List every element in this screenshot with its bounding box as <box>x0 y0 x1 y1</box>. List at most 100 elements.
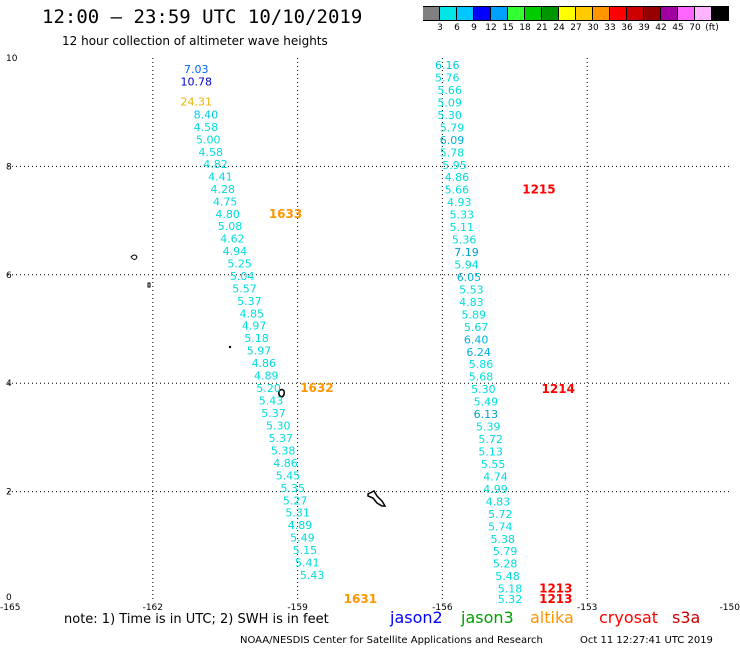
swh-data-label: 5.95 <box>442 159 467 172</box>
swh-data-label: 4.82 <box>203 158 228 171</box>
swh-data-label: 4.86 <box>273 457 298 470</box>
color-scale-label: 21 <box>536 23 548 33</box>
swh-data-label: 5.37 <box>261 407 286 420</box>
swh-data-label: 5.55 <box>481 458 506 471</box>
swh-data-label: 5.43 <box>259 395 284 408</box>
swh-data-label: 5.89 <box>462 308 487 321</box>
swh-data-label: 5.15 <box>293 544 318 557</box>
color-scale-swatch <box>593 6 610 21</box>
color-scale-swatch <box>440 6 457 21</box>
swh-data-label: 5.37 <box>237 295 262 308</box>
color-scale-label: 24 <box>553 23 565 33</box>
swh-data-label: 5.25 <box>227 257 252 270</box>
swh-data-label: 5.48 <box>495 570 520 583</box>
swh-data-label: 5.53 <box>459 283 484 296</box>
island-outline <box>278 388 285 398</box>
swh-data-label: 5.38 <box>271 444 296 457</box>
swh-data-label: 5.49 <box>474 396 499 409</box>
color-scale-swatch <box>491 6 508 21</box>
x-tick-label: -162 <box>143 603 163 613</box>
color-scale-swatch <box>457 6 474 21</box>
swh-data-label: 5.66 <box>437 84 462 97</box>
y-tick-label: 4 <box>6 379 12 389</box>
swh-data-label: 5.18 <box>244 332 269 345</box>
color-scale-label: 42 <box>655 23 667 33</box>
color-scale-label: 18 <box>519 23 531 33</box>
color-scale-swatch <box>423 6 440 21</box>
swh-data-label: 5.68 <box>469 371 494 384</box>
color-scale-label: 6 <box>454 23 460 33</box>
swh-data-label: 4.93 <box>447 196 472 209</box>
swh-data-label: 4.89 <box>254 370 279 383</box>
color-scale-swatch <box>695 6 712 21</box>
swh-data-label: 6.16 <box>435 59 460 72</box>
swh-data-label: 5.76 <box>435 72 460 85</box>
swh-data-label: 7.19 <box>454 246 479 259</box>
swh-data-label: 5.74 <box>488 520 513 533</box>
swh-data-label: 5.43 <box>300 569 325 582</box>
swh-data-label: 4.86 <box>252 357 277 370</box>
footer-note: note: 1) Time is in UTC; 2) SWH is in fe… <box>64 612 329 627</box>
swh-data-label: 4.97 <box>242 320 267 333</box>
swh-data-label: 5.38 <box>490 533 515 546</box>
chart-title: 12:00 – 23:59 UTC 10/10/2019 <box>42 6 363 28</box>
color-scale-swatch <box>542 6 559 21</box>
color-scale-label: 33 <box>604 23 616 33</box>
swh-data-label: 5.09 <box>437 96 462 109</box>
color-scale-swatch <box>508 6 525 21</box>
color-scale-swatch <box>576 6 593 21</box>
color-scale-swatch <box>661 6 678 21</box>
swh-data-label: 5.72 <box>478 433 503 446</box>
x-tick-label: -165 <box>0 603 20 613</box>
swh-data-label: 5.35 <box>281 482 306 495</box>
swh-data-label: 5.08 <box>218 220 243 233</box>
color-scale-swatch <box>712 6 729 21</box>
color-scale-label: 36 <box>621 23 633 33</box>
swh-data-label: 4.99 <box>483 483 508 496</box>
y-tick-label: 10 <box>6 54 18 64</box>
swh-data-label: 5.36 <box>452 234 477 247</box>
swh-data-label: 5.20 <box>256 382 281 395</box>
color-scale-swatch <box>610 6 627 21</box>
color-scale-label: 9 <box>471 23 477 33</box>
swh-data-label: 5.31 <box>285 507 310 520</box>
swh-data-label: 5.79 <box>493 545 518 558</box>
swh-data-label: 6.05 <box>457 271 482 284</box>
swh-data-label: 4.89 <box>288 519 313 532</box>
swh-data-label: 4.80 <box>215 208 240 221</box>
swh-data-label: 6.13 <box>474 408 499 421</box>
swh-data-label: 5.18 <box>498 583 523 596</box>
color-scale-label: 70 <box>689 23 701 33</box>
x-tick-label: -156 <box>432 603 453 613</box>
color-scale-swatch <box>525 6 542 21</box>
time-label: 1215 <box>522 183 555 197</box>
legend-jason2: jason2 <box>390 608 443 627</box>
color-scale-label: 27 <box>570 23 582 33</box>
y-tick-label: 6 <box>6 271 12 281</box>
swh-data-label: 6.24 <box>466 346 491 359</box>
swh-data-label: 5.57 <box>232 282 257 295</box>
y-tick-label: 0 <box>6 593 12 603</box>
legend-cryosat: cryosat <box>599 608 659 627</box>
swh-data-label: 4.28 <box>211 183 236 196</box>
swh-data-label: 4.41 <box>208 171 233 184</box>
credit-text: NOAA/NESDIS Center for Satellite Applica… <box>240 635 543 646</box>
x-tick-label: -159 <box>287 603 308 613</box>
time-label: 1214 <box>542 382 575 396</box>
island-outline <box>367 490 387 507</box>
swh-data-label: 5.00 <box>196 133 221 146</box>
swh-data-label: 5.49 <box>290 532 315 545</box>
swh-data-label: 6.40 <box>464 333 489 346</box>
swh-data-label: 10.78 <box>180 75 212 88</box>
swh-data-label: 5.11 <box>449 221 474 234</box>
swh-data-label: 5.13 <box>478 445 503 458</box>
swh-data-label: 4.83 <box>486 495 511 508</box>
color-scale-label: 39 <box>638 23 650 33</box>
legend-s3a: s3a <box>672 608 701 627</box>
y-tick-label: 2 <box>6 488 12 498</box>
color-scale-swatch <box>678 6 695 21</box>
swh-data-label: 4.83 <box>459 296 484 309</box>
time-label: 1213 <box>539 592 572 606</box>
swh-data-label: 5.66 <box>445 184 470 197</box>
swh-data-label: 5.30 <box>437 109 462 122</box>
